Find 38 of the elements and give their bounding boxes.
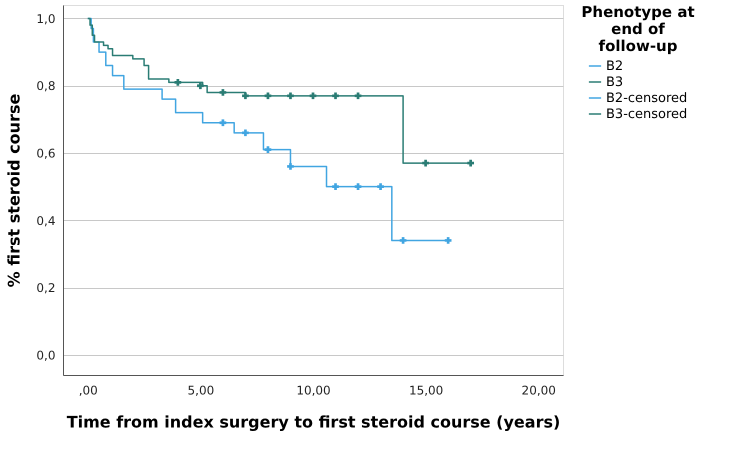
legend-title: Phenotype at end of follow-up [581,3,695,55]
point [242,92,249,100]
point [220,89,226,96]
point [264,92,272,100]
legend-label: B3 [606,75,624,90]
legend-label: B3-censored [606,107,688,122]
point [354,183,362,190]
point [467,160,474,166]
x-tick-label: 5,00 [188,384,214,398]
point [220,119,226,126]
point [444,237,452,244]
point [264,146,272,153]
x-tick-label: 10,00 [296,384,331,398]
y-tick-label: 0,4 [36,214,56,228]
y-tick-label: 1,0 [36,12,56,26]
point [242,129,249,136]
point [174,79,182,86]
point [422,160,429,166]
point [332,183,339,190]
point [197,82,204,90]
point [332,92,339,100]
point [287,92,294,100]
x-tick-label: 15,00 [408,384,444,398]
y-tick-label: 0,0 [36,348,56,362]
point [287,163,294,170]
y-tick-label: 0,6 [36,146,56,160]
legend-label: B2-censored [606,91,688,106]
point [377,183,384,190]
point [310,92,316,100]
point [354,92,362,100]
legend-label: B2 [606,59,624,74]
point [400,237,406,244]
x-axis-title: Time from index surgery to first steroid course (years) [66,412,560,432]
y-tick-label: 0,8 [36,79,56,94]
y-axis-title: % first steroid course [4,94,24,288]
x-tick-label: ,00 [78,384,98,398]
y-tick-label: 0,2 [36,281,56,296]
x-tick-label: 20,00 [522,384,556,398]
